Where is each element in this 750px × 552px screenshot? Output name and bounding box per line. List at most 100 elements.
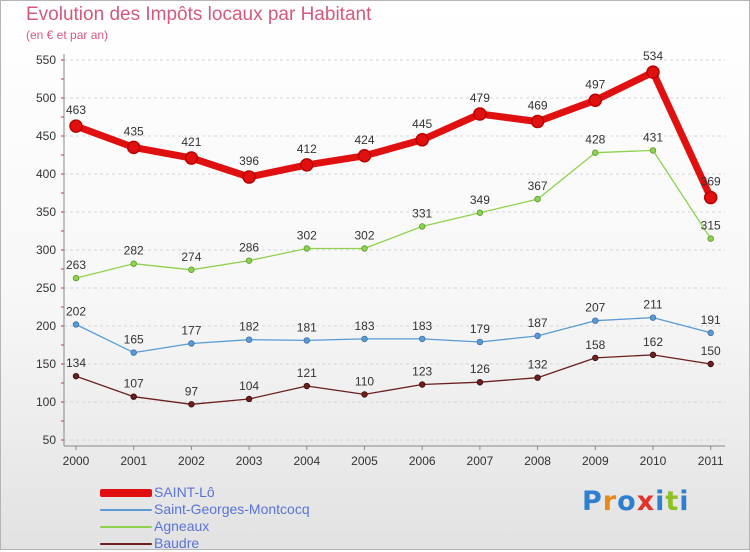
data-point-saint-lo — [703, 190, 718, 205]
data-point-saint-lo — [415, 133, 429, 147]
data-label-saint-lo: 469 — [528, 99, 548, 113]
data-label-saint-lo: 435 — [124, 124, 144, 138]
data-label-agneaux: 286 — [239, 241, 259, 255]
data-label-agneaux: 367 — [528, 179, 548, 193]
data-label-saint-georges-montcocq: 191 — [701, 313, 721, 327]
x-tick-label: 2004 — [293, 454, 320, 468]
logo-letter: o — [617, 486, 637, 517]
data-label-saint-lo: 445 — [412, 117, 432, 131]
data-label-baudre: 126 — [470, 362, 490, 376]
data-point-saint-georges-montcocq — [303, 337, 310, 344]
data-label-baudre: 110 — [355, 374, 374, 388]
data-point-baudre — [476, 379, 484, 386]
data-point-saint-lo — [473, 107, 487, 121]
data-point-agneaux — [419, 223, 426, 230]
data-point-saint-georges-montcocq — [707, 329, 714, 337]
data-point-agneaux — [534, 195, 541, 203]
data-label-baudre: 121 — [297, 366, 317, 380]
data-point-saint-lo — [126, 140, 141, 155]
data-point-baudre — [130, 393, 137, 400]
legend-swatch-saint-lo — [100, 489, 152, 497]
x-tick-label: 2001 — [120, 454, 147, 468]
data-point-baudre — [419, 381, 426, 388]
data-point-saint-georges-montcocq — [72, 321, 80, 328]
data-label-saint-lo: 412 — [297, 142, 317, 156]
y-tick-label: 550 — [36, 53, 56, 67]
data-point-baudre — [707, 360, 714, 368]
data-point-agneaux — [649, 147, 657, 154]
data-label-saint-georges-montcocq: 165 — [124, 333, 144, 347]
data-label-saint-georges-montcocq: 179 — [470, 322, 490, 336]
data-point-baudre — [592, 354, 599, 362]
data-point-baudre — [361, 391, 368, 398]
data-point-agneaux — [130, 260, 137, 267]
data-point-baudre — [188, 401, 195, 408]
legend-label-saint-georges-montcocq: Saint-Georges-Montcocq — [154, 501, 310, 517]
data-point-saint-lo — [242, 170, 256, 184]
data-point-agneaux — [707, 235, 714, 242]
x-tick-label: 2010 — [640, 454, 667, 468]
data-label-baudre: 132 — [528, 358, 548, 372]
data-point-agneaux — [303, 245, 310, 252]
data-label-baudre: 107 — [124, 377, 144, 391]
data-point-saint-georges-montcocq — [592, 317, 599, 324]
data-label-saint-georges-montcocq: 177 — [181, 323, 201, 337]
data-point-agneaux — [188, 266, 195, 273]
data-point-saint-georges-montcocq — [245, 336, 253, 343]
data-point-agneaux — [476, 209, 484, 216]
y-tick-label: 250 — [36, 281, 56, 295]
data-label-baudre: 162 — [643, 335, 663, 349]
x-tick-label: 2006 — [409, 454, 436, 468]
data-point-saint-georges-montcocq — [476, 338, 484, 346]
data-label-saint-lo: 424 — [354, 133, 374, 147]
data-point-saint-georges-montcocq — [130, 349, 137, 356]
legend-label-baudre: Baudre — [154, 535, 200, 551]
y-tick-label: 450 — [36, 129, 56, 143]
logo-letter: r — [602, 486, 618, 517]
data-label-saint-lo: 463 — [66, 103, 86, 117]
data-point-saint-lo — [588, 93, 603, 108]
data-label-agneaux: 431 — [643, 130, 663, 144]
x-tick-label: 2007 — [467, 454, 494, 468]
x-tick-label: 2003 — [236, 454, 263, 468]
series-line-baudre — [75, 354, 712, 405]
chart-subtitle: (en € et par an) — [26, 28, 109, 42]
data-point-baudre — [649, 351, 657, 359]
x-tick-label: 2005 — [351, 454, 378, 468]
legend-label-saint-lo: SAINT-Lô — [154, 484, 215, 500]
y-tick-label: 350 — [36, 205, 56, 219]
data-label-saint-georges-montcocq: 211 — [643, 298, 662, 312]
series-line-agneaux — [75, 149, 712, 279]
data-point-saint-lo — [184, 151, 199, 165]
data-label-saint-lo: 369 — [701, 175, 721, 189]
data-point-saint-georges-montcocq — [361, 335, 368, 343]
legend-swatch-baudre — [100, 543, 152, 545]
data-label-agneaux: 315 — [701, 219, 721, 233]
data-label-baudre: 104 — [239, 379, 259, 393]
y-tick-label: 400 — [36, 167, 56, 181]
data-label-saint-lo: 421 — [181, 135, 201, 149]
series-line-saint-lo — [72, 68, 715, 202]
data-point-saint-georges-montcocq — [188, 340, 195, 347]
data-label-saint-georges-montcocq: 183 — [412, 319, 432, 333]
data-point-baudre — [72, 372, 80, 380]
x-tick-label: 2008 — [524, 454, 551, 468]
legend-swatch-saint-georges-montcocq — [100, 509, 152, 511]
logo-letter: i — [679, 486, 690, 517]
data-label-agneaux: 428 — [585, 133, 605, 147]
data-point-agneaux — [72, 274, 80, 282]
logo-letter: P — [582, 486, 603, 517]
x-tick-label: 2011 — [698, 454, 724, 468]
data-label-baudre: 134 — [66, 356, 86, 370]
data-point-agneaux — [245, 257, 253, 264]
data-label-agneaux: 274 — [181, 250, 201, 264]
data-point-saint-lo — [300, 158, 314, 172]
data-label-saint-georges-montcocq: 202 — [66, 304, 86, 318]
logo-letter: x — [636, 486, 656, 517]
x-tick-label: 2002 — [178, 454, 205, 468]
data-point-agneaux — [361, 245, 368, 252]
series-line-saint-georges-montcocq — [75, 316, 712, 354]
data-point-saint-lo — [357, 149, 372, 163]
